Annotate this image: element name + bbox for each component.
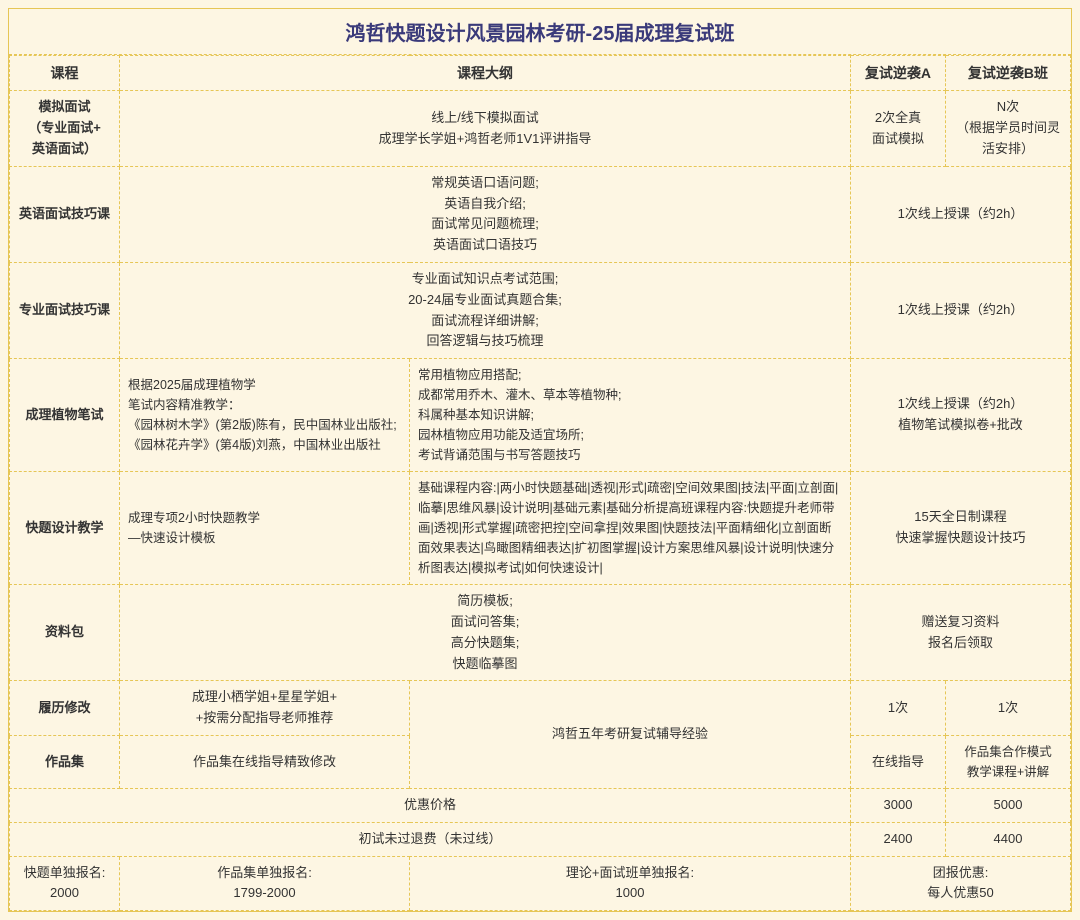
row-outline-left: 成理专项2小时快题教学 —快速设计模板 — [120, 472, 410, 585]
row-name: 模拟面试 （专业面试+ 英语面试） — [10, 91, 120, 166]
row-outline: 专业面试知识点考试范围; 20-24届专业面试真题合集; 面试流程详细讲解; 回… — [120, 262, 851, 358]
header-outline: 课程大纲 — [120, 56, 851, 91]
table-row: 履历修改 成理小栖学姐+星星学姐+ +按需分配指导老师推荐 鸿哲五年考研复试辅导… — [10, 681, 1071, 736]
row-plan-b: 1次 — [946, 681, 1071, 736]
table-row: 专业面试技巧课 专业面试知识点考试范围; 20-24届专业面试真题合集; 面试流… — [10, 262, 1071, 358]
row-outline: 简历模板; 面试问答集; 高分快题集; 快题临摹图 — [120, 585, 851, 681]
course-table: 课程 课程大纲 复试逆袭A 复试逆袭B班 模拟面试 （专业面试+ 英语面试） 线… — [9, 55, 1071, 911]
header-plan-b: 复试逆袭B班 — [946, 56, 1071, 91]
footer-row: 快题单独报名: 2000 作品集单独报名: 1799-2000 理论+面试班单独… — [10, 856, 1071, 911]
row-outline: 线上/线下模拟面试 成理学长学姐+鸿哲老师1V1评讲指导 — [120, 91, 851, 166]
row-outline: 常规英语口语问题; 英语自我介绍; 面试常见问题梳理; 英语面试口语技巧 — [120, 166, 851, 262]
row-plan-ab: 1次线上授课（约2h） 植物笔试模拟卷+批改 — [851, 359, 1071, 472]
row-outline-right: 常用植物应用搭配; 成都常用乔木、灌木、草本等植物种; 科属种基本知识讲解; 园… — [410, 359, 851, 472]
row-plan-b: 作品集合作模式 教学课程+讲解 — [946, 735, 1071, 788]
course-table-sheet: 鸿哲快题设计风景园林考研-25届成理复试班 课程 课程大纲 复试逆袭A 复试逆袭… — [8, 8, 1072, 912]
footer-c1: 快题单独报名: 2000 — [10, 856, 120, 911]
row-name: 专业面试技巧课 — [10, 262, 120, 358]
table-row: 英语面试技巧课 常规英语口语问题; 英语自我介绍; 面试常见问题梳理; 英语面试… — [10, 166, 1071, 262]
price-label: 优惠价格 — [10, 788, 851, 822]
sheet-title: 鸿哲快题设计风景园林考研-25届成理复试班 — [9, 9, 1071, 55]
row-name: 作品集 — [10, 735, 120, 788]
row-plan-a: 1次 — [851, 681, 946, 736]
price-a: 3000 — [851, 788, 946, 822]
price-row: 优惠价格 3000 5000 — [10, 788, 1071, 822]
price-b: 5000 — [946, 788, 1071, 822]
row-plan-ab: 1次线上授课（约2h） — [851, 262, 1071, 358]
row-name: 履历修改 — [10, 681, 120, 736]
refund-row: 初试未过退费（未过线） 2400 4400 — [10, 822, 1071, 856]
row-outline-left: 成理小栖学姐+星星学姐+ +按需分配指导老师推荐 — [120, 681, 410, 736]
footer-c3: 理论+面试班单独报名: 1000 — [410, 856, 851, 911]
row-plan-ab: 1次线上授课（约2h） — [851, 166, 1071, 262]
table-row: 模拟面试 （专业面试+ 英语面试） 线上/线下模拟面试 成理学长学姐+鸿哲老师1… — [10, 91, 1071, 166]
row-name: 资料包 — [10, 585, 120, 681]
refund-b: 4400 — [946, 822, 1071, 856]
row-plan-b: N次 （根据学员时间灵 活安排） — [946, 91, 1071, 166]
refund-a: 2400 — [851, 822, 946, 856]
table-row: 成理植物笔试 根据2025届成理植物学 笔试内容精准教学： 《园林树木学》(第2… — [10, 359, 1071, 472]
row-outline-right: 基础课程内容:|两小时快题基础|透视|形式|疏密|空间效果图|技法|平面|立剖面… — [410, 472, 851, 585]
footer-c2: 作品集单独报名: 1799-2000 — [120, 856, 410, 911]
row-outline-left: 根据2025届成理植物学 笔试内容精准教学： 《园林树木学》(第2版)陈有，民中… — [120, 359, 410, 472]
footer-c4: 团报优惠: 每人优惠50 — [851, 856, 1071, 911]
table-row: 资料包 简历模板; 面试问答集; 高分快题集; 快题临摹图 赠送复习资料 报名后… — [10, 585, 1071, 681]
row-name: 快题设计教学 — [10, 472, 120, 585]
row-outline-left: 作品集在线指导精致修改 — [120, 735, 410, 788]
header-plan-a: 复试逆袭A — [851, 56, 946, 91]
row-name: 英语面试技巧课 — [10, 166, 120, 262]
row-plan-ab: 15天全日制课程 快速掌握快题设计技巧 — [851, 472, 1071, 585]
header-course: 课程 — [10, 56, 120, 91]
row-outline-mid: 鸿哲五年考研复试辅导经验 — [410, 681, 851, 789]
table-row: 快题设计教学 成理专项2小时快题教学 —快速设计模板 基础课程内容:|两小时快题… — [10, 472, 1071, 585]
row-name: 成理植物笔试 — [10, 359, 120, 472]
header-row: 课程 课程大纲 复试逆袭A 复试逆袭B班 — [10, 56, 1071, 91]
refund-label: 初试未过退费（未过线） — [10, 822, 851, 856]
row-plan-ab: 赠送复习资料 报名后领取 — [851, 585, 1071, 681]
row-plan-a: 2次全真 面试模拟 — [851, 91, 946, 166]
row-plan-a: 在线指导 — [851, 735, 946, 788]
